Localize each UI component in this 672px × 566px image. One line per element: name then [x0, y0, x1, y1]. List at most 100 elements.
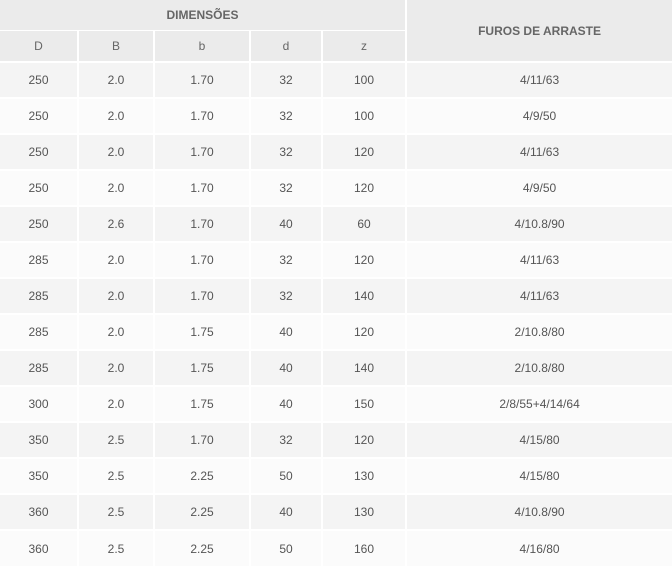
column-header-z: z	[322, 30, 407, 62]
table-row: 250 2.0 1.70 32 120 4/9/50	[0, 169, 672, 206]
cell-b: 1.70	[154, 61, 251, 98]
cell-furos: 4/11/63	[406, 241, 672, 278]
cell-B: 2.0	[78, 61, 155, 98]
cell-furos: 4/9/50	[406, 97, 672, 134]
cell-D: 250	[0, 97, 79, 134]
cell-d: 50	[250, 529, 323, 566]
cell-z: 140	[322, 349, 408, 386]
cell-furos: 4/15/80	[406, 421, 672, 458]
cell-B: 2.5	[78, 529, 155, 566]
table-row: 285 2.0 1.75 40 120 2/10.8/80	[0, 313, 672, 350]
cell-z: 130	[322, 457, 408, 494]
cell-B: 2.0	[78, 241, 155, 278]
cell-B: 2.0	[78, 97, 155, 134]
cell-z: 120	[322, 169, 408, 206]
cell-b: 2.25	[154, 457, 251, 494]
column-header-D: D	[0, 30, 79, 62]
cell-z: 120	[322, 241, 408, 278]
cell-furos: 4/9/50	[406, 169, 672, 206]
cell-B: 2.0	[78, 385, 155, 422]
cell-z: 130	[322, 493, 408, 530]
furos-de-arraste-header: FUROS DE ARRASTE	[405, 0, 672, 63]
cell-B: 2.5	[78, 457, 155, 494]
cell-d: 32	[250, 241, 323, 278]
cell-furos: 4/11/63	[406, 61, 672, 98]
cell-furos: 4/11/63	[406, 277, 672, 314]
cell-furos: 4/15/80	[406, 457, 672, 494]
cell-furos: 2/10.8/80	[406, 349, 672, 386]
dimensoes-header: DIMENSÕES	[0, 0, 408, 31]
cell-z: 100	[322, 97, 408, 134]
cell-D: 250	[0, 205, 79, 242]
cell-d: 32	[250, 421, 323, 458]
cell-D: 300	[0, 385, 79, 422]
cell-furos: 2/8/55+4/14/64	[406, 385, 672, 422]
table-row: 250 2.0 1.70 32 120 4/11/63	[0, 133, 672, 170]
cell-D: 285	[0, 241, 79, 278]
cell-b: 1.75	[154, 385, 251, 422]
table-row: 360 2.5 2.25 40 130 4/10.8/90	[0, 493, 672, 530]
table-row: 285 2.0 1.70 32 140 4/11/63	[0, 277, 672, 314]
cell-D: 250	[0, 169, 79, 206]
cell-z: 120	[322, 421, 408, 458]
table-row: 300 2.0 1.75 40 150 2/8/55+4/14/64	[0, 385, 672, 422]
cell-d: 40	[250, 493, 323, 530]
cell-furos: 4/16/80	[406, 529, 672, 566]
cell-z: 120	[322, 313, 408, 350]
cell-B: 2.6	[78, 205, 155, 242]
cell-b: 1.75	[154, 349, 251, 386]
cell-d: 32	[250, 169, 323, 206]
table-body: 250 2.0 1.70 32 100 4/11/63 250 2.0 1.70 32 100 4/9…	[0, 61, 672, 566]
cell-D: 360	[0, 529, 79, 566]
cell-furos: 4/10.8/90	[406, 493, 672, 530]
cell-B: 2.0	[78, 349, 155, 386]
cell-b: 1.70	[154, 205, 251, 242]
table-row: 350 2.5 2.25 50 130 4/15/80	[0, 457, 672, 494]
cell-B: 2.5	[78, 493, 155, 530]
column-header-d: d	[250, 30, 323, 62]
cell-D: 250	[0, 61, 79, 98]
table-row: 350 2.5 1.70 32 120 4/15/80	[0, 421, 672, 458]
cell-D: 285	[0, 313, 79, 350]
cell-d: 40	[250, 385, 323, 422]
cell-b: 1.70	[154, 169, 251, 206]
table-row: 360 2.5 2.25 50 160 4/16/80	[0, 529, 672, 566]
cell-b: 1.70	[154, 133, 251, 170]
cell-d: 32	[250, 61, 323, 98]
cell-B: 2.0	[78, 169, 155, 206]
cell-furos: 4/11/63	[406, 133, 672, 170]
cell-B: 2.5	[78, 421, 155, 458]
cell-D: 350	[0, 457, 79, 494]
cell-furos: 2/10.8/80	[406, 313, 672, 350]
cell-D: 360	[0, 493, 79, 530]
cell-D: 285	[0, 277, 79, 314]
cell-b: 1.70	[154, 241, 251, 278]
cell-d: 40	[250, 313, 323, 350]
table-header: DIMENSÕES FUROS DE ARRASTE D B b d z	[0, 0, 672, 63]
cell-z: 150	[322, 385, 408, 422]
cell-d: 32	[250, 133, 323, 170]
column-header-b: b	[154, 30, 251, 62]
header-group-row: DIMENSÕES FUROS DE ARRASTE	[0, 0, 672, 63]
cell-furos: 4/10.8/90	[406, 205, 672, 242]
table-row: 250 2.6 1.70 40 60 4/10.8/90	[0, 205, 672, 242]
cell-D: 250	[0, 133, 79, 170]
header-columns-row: D B b d z	[0, 30, 672, 62]
cell-d: 50	[250, 457, 323, 494]
cell-b: 1.70	[154, 277, 251, 314]
cell-z: 160	[322, 529, 408, 566]
cell-B: 2.0	[78, 277, 155, 314]
cell-B: 2.0	[78, 313, 155, 350]
cell-z: 60	[322, 205, 408, 242]
cell-z: 100	[322, 61, 408, 98]
cell-d: 40	[250, 205, 323, 242]
cell-b: 2.25	[154, 493, 251, 530]
cell-d: 40	[250, 349, 323, 386]
cell-z: 120	[322, 133, 408, 170]
cell-d: 32	[250, 97, 323, 134]
table-row: 285 2.0 1.75 40 140 2/10.8/80	[0, 349, 672, 386]
cell-d: 32	[250, 277, 323, 314]
cell-b: 1.75	[154, 313, 251, 350]
table-row: 285 2.0 1.70 32 120 4/11/63	[0, 241, 672, 278]
